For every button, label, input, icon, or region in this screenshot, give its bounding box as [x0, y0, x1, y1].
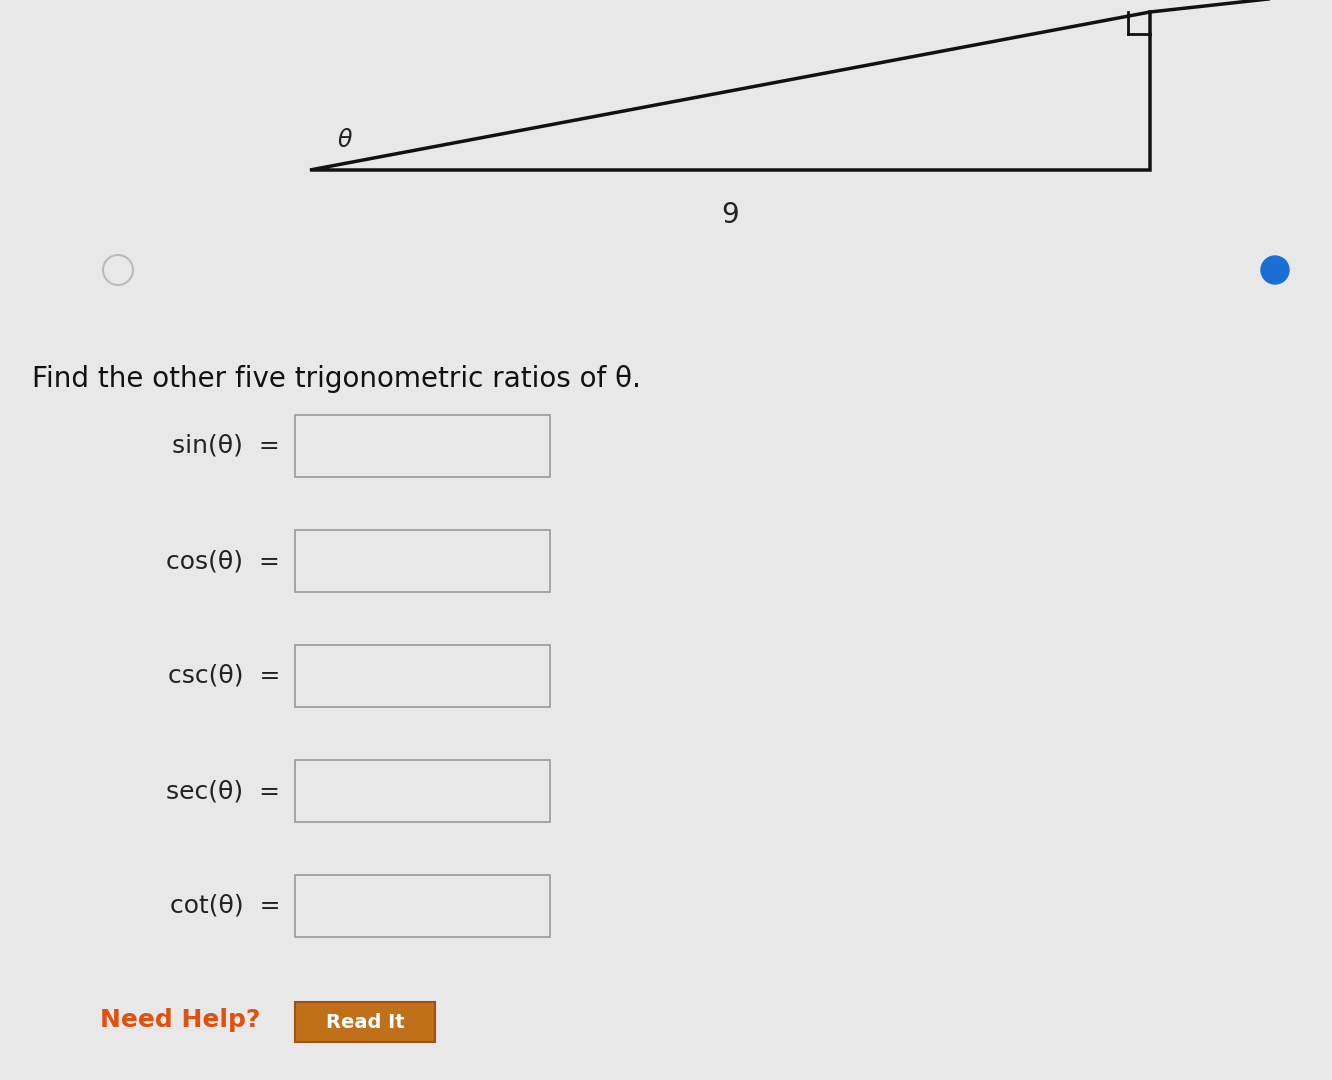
- Text: cos(θ)  =: cos(θ) =: [166, 549, 280, 573]
- Text: θ: θ: [338, 129, 353, 152]
- Text: cot(θ)  =: cot(θ) =: [169, 894, 280, 918]
- Bar: [294, 645, 550, 707]
- Text: Read It: Read It: [326, 1013, 405, 1031]
- Text: sin(θ)  =: sin(θ) =: [172, 434, 280, 458]
- Circle shape: [1261, 256, 1289, 284]
- Text: Need Help?: Need Help?: [100, 1008, 260, 1032]
- Text: 9: 9: [721, 201, 739, 229]
- Bar: [294, 760, 550, 822]
- Text: csc(θ)  =: csc(θ) =: [168, 664, 280, 688]
- Bar: [294, 415, 550, 477]
- Text: sec(θ)  =: sec(θ) =: [166, 779, 280, 804]
- Bar: [294, 530, 550, 592]
- Text: Find the other five trigonometric ratios of θ.: Find the other five trigonometric ratios…: [32, 365, 641, 393]
- Bar: [294, 1002, 436, 1042]
- Bar: [294, 875, 550, 937]
